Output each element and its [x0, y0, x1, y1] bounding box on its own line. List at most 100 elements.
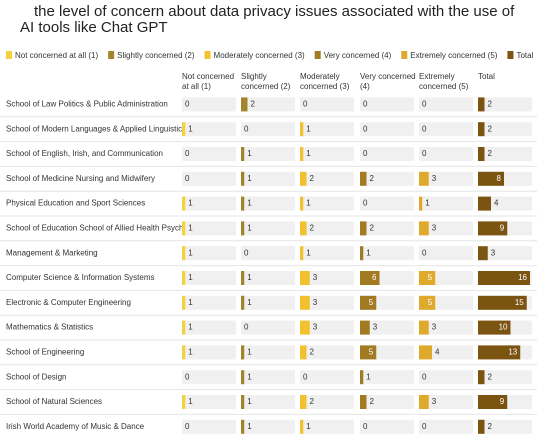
value-label: 2	[310, 397, 315, 406]
value-label: 3	[432, 224, 437, 233]
bar	[360, 271, 380, 285]
bar	[241, 370, 245, 385]
chart-title: the level of concern about data privacy …	[20, 4, 515, 36]
bar	[241, 345, 245, 360]
cell-background	[478, 419, 532, 434]
value-label: 0	[185, 100, 190, 109]
value-label: 1	[188, 273, 193, 282]
value-label: 5	[428, 298, 433, 307]
bar	[182, 122, 186, 137]
legend-swatch	[108, 51, 115, 59]
value-label: 0	[185, 149, 190, 158]
value-label: 2	[310, 348, 315, 357]
bar	[300, 221, 307, 236]
row-label: School of Design	[6, 372, 66, 381]
row-label: School of Engineering	[6, 348, 84, 357]
bar	[360, 295, 377, 310]
value-label: 1	[306, 422, 311, 431]
legend-label: Not concerned at all (1)	[15, 51, 98, 60]
cell-background	[360, 320, 414, 335]
row-label: Mathematics & Statistics	[6, 323, 93, 332]
value-label: 4	[494, 199, 499, 208]
bar	[241, 419, 245, 434]
value-label: 13	[508, 348, 517, 357]
bar	[182, 246, 186, 261]
value-label: 3	[313, 298, 318, 307]
value-label: 3	[491, 248, 496, 257]
value-label: 0	[363, 199, 368, 208]
value-label: 0	[422, 149, 427, 158]
legend-swatch	[314, 51, 321, 59]
value-label: 2	[310, 174, 315, 183]
cell-background	[241, 395, 295, 409]
bar	[360, 345, 377, 360]
value-label: 1	[247, 273, 252, 282]
row-label: Electronic & Computer Engineering	[6, 298, 131, 307]
value-label: 9	[500, 224, 505, 233]
bar	[478, 395, 508, 409]
value-label: 0	[244, 323, 249, 332]
value-label: 0	[422, 422, 427, 431]
bar	[360, 246, 364, 261]
cell-background	[241, 295, 295, 310]
cell-background	[241, 147, 295, 161]
cell-background	[241, 320, 295, 335]
cell-background	[182, 122, 236, 137]
bar	[300, 345, 307, 360]
value-label: 1	[188, 397, 193, 406]
cell-background	[241, 97, 295, 112]
cell-background	[300, 271, 354, 285]
value-label: 0	[422, 372, 427, 381]
cell-background	[419, 147, 473, 161]
column-header-box: Total	[478, 72, 495, 81]
cell-background	[478, 122, 532, 137]
row-label: School of English, Irish, and Communicat…	[6, 149, 163, 158]
title-box: the level of concern about data privacy …	[20, 4, 515, 36]
cell-background	[241, 419, 295, 434]
column-header: Total	[478, 72, 495, 81]
bar	[182, 295, 186, 310]
value-label: 2	[488, 124, 493, 133]
value-label: 0	[303, 372, 308, 381]
value-label: 3	[432, 174, 437, 183]
value-label: 0	[422, 124, 427, 133]
value-label: 1	[188, 323, 193, 332]
row-label: Irish World Academy of Music & Dance	[6, 422, 145, 431]
value-label: 0	[244, 124, 249, 133]
bar	[419, 320, 429, 335]
bar	[478, 221, 508, 236]
row-label: School of Natural Sciences	[6, 397, 102, 406]
bar	[300, 147, 304, 161]
legend-swatch	[204, 51, 211, 59]
bar	[300, 171, 307, 186]
cell-background	[241, 271, 295, 285]
column-header-box: Moderately concerned (3)	[300, 72, 349, 91]
bar	[419, 271, 436, 285]
bar	[182, 271, 186, 285]
column-header: Not concerned at all (1)	[182, 72, 235, 91]
bar	[478, 196, 491, 211]
value-label: 1	[247, 174, 252, 183]
bar	[300, 196, 304, 211]
value-label: 0	[185, 174, 190, 183]
value-label: 2	[488, 372, 493, 381]
cell-background	[300, 395, 354, 409]
bar	[478, 122, 485, 137]
value-label: 1	[366, 248, 371, 257]
value-label: 9	[500, 397, 505, 406]
bar	[478, 295, 527, 310]
column-header-box: Very concerned (4)	[360, 72, 416, 91]
bar	[300, 395, 307, 409]
value-label: 0	[422, 248, 427, 257]
value-label: 0	[185, 422, 190, 431]
cell-background	[419, 246, 473, 261]
value-label: 6	[372, 273, 377, 282]
cell-background	[360, 97, 414, 112]
cell-background	[419, 221, 473, 236]
value-label: 3	[373, 323, 378, 332]
bar	[241, 295, 245, 310]
bar	[478, 246, 488, 261]
value-label: 0	[303, 100, 308, 109]
bar	[182, 395, 186, 409]
column-header-box: Slightly concerned (2)	[241, 72, 290, 91]
